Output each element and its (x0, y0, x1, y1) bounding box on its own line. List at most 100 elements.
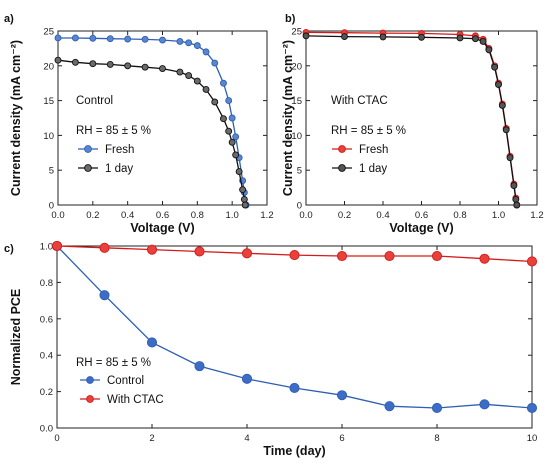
data-point (51, 240, 63, 252)
y-tick-label: 0.0 (40, 424, 53, 435)
x-tick-label: 0.0 (51, 210, 64, 221)
data-point (289, 250, 300, 261)
data-point (185, 72, 193, 79)
x-tick-label: 1.2 (260, 210, 273, 221)
x-tick-label: 10 (527, 433, 538, 444)
data-point (336, 250, 348, 262)
series-line-0 (305, 31, 518, 206)
y-tick-label: 0 (297, 201, 302, 212)
annotation: RH = 85 ± 5 % (331, 125, 406, 137)
y-tick-label: 15 (291, 96, 302, 107)
legend-label: 1 day (105, 163, 133, 175)
x-axis-label: Voltage (V) (130, 221, 194, 235)
chart-panel-1: 0.0 0.2 0.4 0.6 0.8 1.0 1.2 0 5 10 15 20 25 Voltage (… (281, 13, 544, 235)
series-line-1 (305, 35, 518, 206)
data-point (289, 382, 300, 394)
y-tick-label: 5 (297, 166, 302, 177)
data-point (225, 127, 233, 135)
data-point (71, 34, 79, 42)
chart-panel-2: 0 2 4 6 8 10 0.0 0.2 0.4 0.6 0.8 1.0 Time (day) Norma… (4, 240, 538, 458)
panel-label: b) (285, 13, 296, 25)
data-point (418, 33, 425, 41)
data-point (341, 33, 348, 41)
data-point (54, 34, 62, 42)
data-point (146, 337, 158, 348)
data-point (239, 186, 247, 194)
data-point (124, 35, 132, 43)
data-point (228, 114, 236, 122)
y-tick-label: 20 (291, 61, 302, 72)
x-tick-label: 4 (244, 433, 249, 444)
annotation: RH = 85 ± 5 % (76, 125, 151, 137)
data-point (302, 32, 310, 40)
data-point (106, 60, 114, 68)
data-point (431, 250, 443, 262)
data-point (228, 138, 236, 146)
x-tick-label: 0.6 (156, 210, 169, 221)
data-point (232, 133, 240, 141)
x-tick-label: 0.4 (376, 210, 389, 221)
panel-label: a) (4, 13, 14, 25)
x-tick-label: 0 (54, 433, 59, 444)
x-tick-label: 1.0 (226, 210, 239, 221)
plot-frame (57, 30, 268, 206)
x-tick-label: 1.0 (492, 210, 505, 221)
data-point (479, 253, 490, 264)
data-point (502, 126, 510, 134)
data-point (471, 35, 479, 43)
data-point (513, 201, 521, 209)
y-tick-label: 0.6 (40, 314, 53, 325)
legend-label: Control (107, 375, 144, 387)
data-point (220, 79, 227, 87)
y-tick-label: 1.0 (40, 242, 53, 253)
data-point (241, 201, 249, 209)
x-tick-label: 6 (339, 433, 344, 444)
data-point (241, 373, 253, 384)
legend-marker (84, 164, 92, 172)
data-point (384, 401, 395, 412)
data-point (159, 65, 166, 73)
y-tick-label: 20 (43, 61, 54, 72)
y-tick-label: 10 (291, 131, 302, 142)
chart-panel-0: 0.0 0.2 0.4 0.6 0.8 1.0 1.2 0 5 10 15 20 25 Voltage (… (4, 13, 274, 235)
x-tick-label: 2 (149, 433, 154, 444)
y-tick-label: 15 (43, 96, 54, 107)
data-point (384, 250, 395, 262)
data-point (485, 46, 493, 54)
data-point (146, 244, 158, 255)
data-point (124, 62, 132, 70)
data-point (176, 37, 184, 45)
data-point (141, 35, 149, 43)
annotation: RH = 85 ± 5 % (76, 357, 151, 369)
y-tick-label: 0.2 (40, 387, 53, 398)
x-axis-label: Time (day) (263, 444, 325, 458)
data-point (456, 34, 464, 42)
y-tick-label: 0.8 (40, 278, 53, 289)
data-point (510, 182, 518, 189)
data-point (89, 60, 97, 68)
data-point (225, 97, 233, 105)
data-point (526, 256, 538, 267)
legend-marker (86, 376, 94, 384)
legend-marker (338, 145, 346, 153)
legend-label: With CTAC (107, 394, 164, 406)
y-axis-label: Current density (mA cm⁻²) (9, 40, 23, 196)
x-tick-label: 8 (434, 433, 439, 444)
data-point (211, 98, 219, 106)
x-tick-label: 0.2 (86, 210, 99, 221)
x-tick-label: 0.6 (415, 210, 428, 221)
data-point (54, 56, 62, 64)
panel-label: c) (4, 243, 14, 255)
data-point (431, 402, 443, 414)
y-axis-label: Current density (mA cm⁻²) (281, 40, 295, 196)
data-point (512, 195, 520, 203)
x-tick-label: 0.4 (121, 210, 134, 221)
data-point (526, 402, 538, 414)
data-point (241, 248, 253, 259)
data-point (185, 39, 193, 47)
y-tick-label: 0 (49, 201, 54, 212)
y-tick-label: 5 (49, 166, 54, 177)
data-point (193, 77, 201, 85)
data-point (240, 195, 248, 203)
y-tick-label: 10 (43, 131, 54, 142)
